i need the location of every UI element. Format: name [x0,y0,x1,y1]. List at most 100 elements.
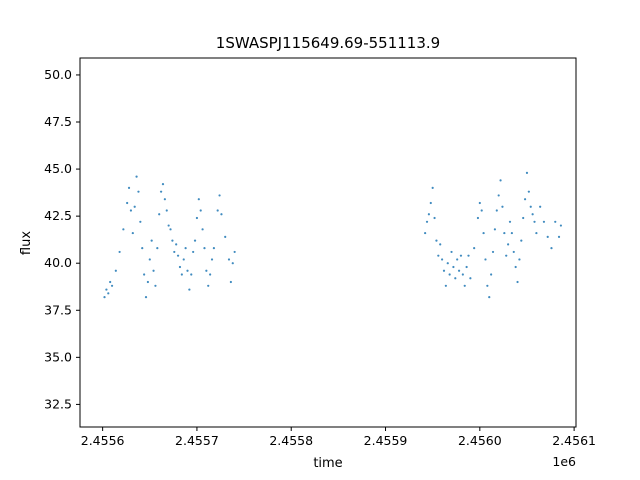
data-point [486,284,489,287]
data-point [440,258,444,261]
data-point [158,213,161,216]
data-point [542,220,546,223]
data-point [139,220,142,223]
data-point [210,258,214,261]
data-point [178,265,182,269]
data-point [154,284,157,287]
data-point [427,213,430,216]
x-axis-ticks: 2.4556 2.4557 2.4558 2.4559 2.4560 2.4561 [81,427,596,448]
data-point [109,280,112,284]
data-point [454,277,457,280]
data-point [233,250,236,254]
data-point [107,292,110,295]
data-point [205,269,208,272]
data-point [193,239,197,242]
data-point [478,201,481,205]
data-point [433,216,436,220]
data-point [529,205,532,208]
data-point [220,213,223,216]
data-point [131,231,134,235]
data-point [141,247,144,250]
data-point [110,284,114,287]
data-point [518,258,521,261]
data-point [450,250,453,254]
data-point [516,280,519,284]
data-point [463,284,466,287]
data-point [499,179,502,182]
data-point [512,250,515,254]
data-point [490,273,493,276]
data-point [482,231,485,235]
data-point [180,273,183,276]
data-point [467,254,470,257]
y-tick-label: 47.5 [44,114,72,129]
data-point [559,224,563,227]
data-point [103,295,106,299]
data-point [229,280,232,284]
data-point [129,209,133,212]
data-point [505,254,508,257]
y-tick-label: 37.5 [44,302,72,317]
data-point [216,209,219,212]
y-tick-label: 42.5 [44,208,72,223]
data-point [497,194,500,197]
data-point [493,228,497,231]
data-point [437,254,440,257]
data-point [137,190,140,193]
data-point [461,273,464,276]
data-point [143,273,146,276]
data-point [465,265,468,269]
data-point [480,209,483,212]
data-point [203,247,206,250]
data-point [165,209,168,212]
data-point [150,239,153,242]
data-point [186,269,189,272]
data-point [510,231,513,235]
data-point [192,250,195,254]
data-point [442,269,446,272]
data-point [161,183,165,186]
data-point [169,228,172,231]
data-point [448,273,451,276]
y-tick-label: 32.5 [44,396,72,411]
data-point [522,216,525,220]
y-tick-label: 45.0 [44,161,72,176]
data-point [144,295,148,299]
data-point [163,198,166,201]
y-tick-label: 50.0 [44,67,72,82]
data-point [175,243,178,246]
data-point [212,247,216,250]
data-point [176,254,180,257]
data-point [533,220,536,223]
data-point [167,224,170,227]
data-point [152,269,155,272]
data-point [557,235,561,238]
data-point [446,262,449,265]
data-point [425,220,429,223]
data-point [114,269,117,272]
x-tick-label: 2.4556 [81,433,125,448]
data-point [508,220,512,223]
data-point [207,284,210,287]
y-axis-ticks: 32.5 35.0 37.5 40.0 42.5 45.0 47.5 50.0 [44,67,80,411]
y-tick-label: 40.0 [44,255,72,270]
data-point [227,258,231,261]
data-point [495,209,498,212]
data-point [554,220,557,223]
data-point [127,186,131,190]
data-point [457,269,461,272]
data-point [456,258,459,261]
data-point [190,273,193,276]
data-point [218,194,221,197]
data-point [429,201,432,205]
chart-title: 1SWASPJ115649.69-551113.9 [216,34,440,52]
data-point [514,265,517,269]
x-tick-label: 2.4559 [364,433,408,448]
data-point [439,243,442,246]
data-point [525,171,529,174]
x-tick-label: 2.4558 [269,433,313,448]
x-tick-label: 2.4561 [552,433,596,448]
data-point [507,243,510,246]
